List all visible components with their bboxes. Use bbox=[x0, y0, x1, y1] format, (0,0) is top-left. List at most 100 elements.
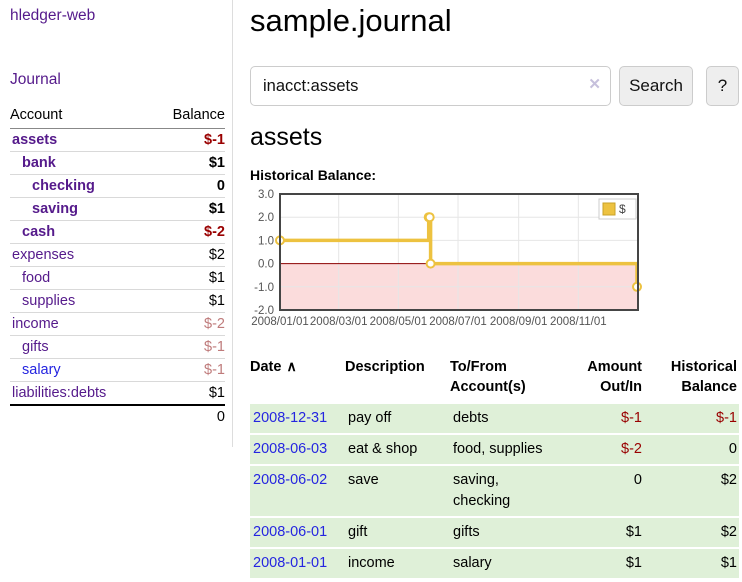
transaction-amount: $1 bbox=[561, 547, 644, 580]
transaction-description: gift bbox=[345, 516, 450, 549]
register-column-header: To/From Account(s) bbox=[450, 359, 526, 396]
transaction-balance: $1 bbox=[644, 547, 739, 580]
account-link-checking[interactable]: checking bbox=[32, 178, 95, 194]
page-title: sample.journal bbox=[250, 3, 452, 38]
transaction-accounts: food, supplies bbox=[450, 433, 561, 466]
account-row: salary $-1 bbox=[10, 358, 225, 382]
transaction-balance: $-1 bbox=[644, 403, 739, 435]
legend-swatch bbox=[602, 202, 616, 216]
account-balance: $-2 bbox=[149, 220, 225, 244]
account-balance: $1 bbox=[149, 197, 225, 221]
register-header-row: Date ∧ Description To/From Account(s) Amount… bbox=[250, 355, 739, 404]
account-row: saving $1 bbox=[10, 197, 225, 221]
transaction-accounts: gifts bbox=[450, 516, 561, 549]
account-balance: $-1 bbox=[149, 335, 225, 359]
sidebar-item-journal[interactable]: Journal bbox=[10, 71, 61, 88]
account-row: checking 0 bbox=[10, 174, 225, 198]
account-row: liabilities:debts $1 bbox=[10, 381, 225, 405]
account-link-expenses[interactable]: expenses bbox=[12, 247, 75, 263]
transaction-date-link[interactable]: 2008-12-31 bbox=[253, 409, 328, 426]
register-column-header: Amount Out/In bbox=[587, 359, 642, 396]
account-balance: $-1 bbox=[204, 132, 225, 148]
account-link-saving[interactable]: saving bbox=[32, 201, 78, 217]
register-row: 2008-12-31 pay off debts $-1 $-1 bbox=[250, 403, 739, 435]
data-point-marker bbox=[424, 212, 435, 223]
app-brand-link[interactable]: hledger-web bbox=[10, 7, 96, 24]
chart-heading: Historical Balance: bbox=[250, 167, 377, 183]
account-link-income[interactable]: income bbox=[12, 316, 59, 332]
x-tick-label: 2008/09/01 bbox=[490, 316, 548, 328]
account-column-header: Account bbox=[10, 103, 150, 129]
total-balance: 0 bbox=[149, 404, 225, 428]
help-button[interactable]: ? bbox=[706, 66, 739, 106]
transaction-date-link[interactable]: 2008-06-01 bbox=[253, 523, 328, 540]
account-link-salary[interactable]: salary bbox=[22, 362, 61, 378]
transaction-description: eat & shop bbox=[345, 433, 450, 466]
account-balance: $-2 bbox=[149, 312, 225, 336]
transaction-date-link[interactable]: 2008-06-02 bbox=[253, 471, 328, 488]
account-balance: $1 bbox=[149, 289, 225, 313]
search-input[interactable] bbox=[250, 66, 611, 106]
total-row: 0 bbox=[10, 404, 225, 428]
register-row: 2008-06-03 eat & shop food, supplies $-2 0 bbox=[250, 433, 739, 466]
plot-border bbox=[279, 193, 639, 311]
search-button[interactable]: Search bbox=[619, 66, 693, 106]
x-tick-label: 2008/05/01 bbox=[370, 316, 428, 328]
y-tick-label: 1.0 bbox=[258, 235, 274, 247]
account-balance: $2 bbox=[149, 243, 225, 267]
transaction-amount: $-2 bbox=[561, 433, 644, 466]
account-row: assets $-1 bbox=[10, 129, 225, 152]
register-row: 2008-06-01 gift gifts $1 $2 bbox=[250, 516, 739, 549]
account-row: supplies $1 bbox=[10, 289, 225, 313]
transaction-date-link[interactable]: 2008-01-01 bbox=[253, 554, 328, 571]
register-body: 2008-12-31 pay off debts $-1 $-1 2008-06-03 ea… bbox=[250, 403, 739, 580]
transaction-balance: $2 bbox=[644, 516, 739, 549]
account-balance-table: Account Balance assets $-1 bank $1 checking 0… bbox=[10, 103, 225, 428]
account-balance: $1 bbox=[149, 266, 225, 290]
register-column-header: Date ∧ bbox=[250, 358, 297, 375]
account-row: food $1 bbox=[10, 266, 225, 290]
sort-ascending-icon: ∧ bbox=[286, 358, 297, 374]
transaction-balance: 0 bbox=[644, 433, 739, 466]
transaction-description: income bbox=[345, 547, 450, 580]
account-balance: $1 bbox=[149, 151, 225, 175]
historical-balance-chart: $3.0 2.0 1.0 0.0 -1.0 -2.0 2008/01/01 2008/03/0… bbox=[250, 189, 740, 338]
account-link-food[interactable]: food bbox=[22, 270, 51, 286]
x-tick-label: 2008/07/01 bbox=[429, 316, 487, 328]
y-tick-label: -1.0 bbox=[254, 282, 274, 294]
account-link-assets[interactable]: assets bbox=[12, 132, 58, 148]
account-link-gifts[interactable]: gifts bbox=[22, 339, 49, 355]
account-row: income $-2 bbox=[10, 312, 225, 336]
search-row: ✕ Search ? bbox=[250, 66, 739, 106]
search-box: ✕ bbox=[250, 66, 611, 106]
account-tree-body: assets $-1 bank $1 checking 0 saving $1 cash $-2 e… bbox=[10, 129, 225, 428]
transaction-accounts: debts bbox=[450, 403, 561, 435]
register-row: 2008-06-02 save saving, checking 0 $2 bbox=[250, 464, 739, 518]
transaction-accounts: salary bbox=[450, 547, 561, 580]
transaction-date-link[interactable]: 2008-06-03 bbox=[253, 440, 328, 457]
x-tick-label: 2008/11/01 bbox=[550, 316, 607, 328]
account-row: gifts $-1 bbox=[10, 335, 225, 359]
clear-search-icon[interactable]: ✕ bbox=[588, 76, 601, 93]
transaction-description: save bbox=[345, 464, 450, 518]
account-row: expenses $2 bbox=[10, 243, 225, 267]
transaction-balance: $2 bbox=[644, 464, 739, 518]
account-page-title: assets bbox=[250, 123, 323, 151]
x-tick-label: 2008/01/01 bbox=[251, 316, 309, 328]
account-balance: $1 bbox=[149, 381, 225, 405]
account-balance: $-1 bbox=[149, 358, 225, 382]
transaction-description: pay off bbox=[345, 403, 450, 435]
y-tick-label: 0.0 bbox=[258, 259, 274, 271]
account-row: cash $-2 bbox=[10, 220, 225, 244]
account-link-cash[interactable]: cash bbox=[22, 224, 56, 240]
y-tick-label: 3.0 bbox=[258, 189, 274, 201]
account-link-liabilities-debts[interactable]: liabilities:debts bbox=[12, 385, 107, 401]
register-table: Date ∧ Description To/From Account(s) Amount… bbox=[250, 355, 739, 580]
account-balance: 0 bbox=[149, 174, 225, 198]
main-content: sample.journal ✕ Search ? assets Histori… bbox=[250, 0, 739, 580]
account-link-bank[interactable]: bank bbox=[22, 155, 56, 171]
account-link-supplies[interactable]: supplies bbox=[22, 293, 76, 309]
transaction-amount: 0 bbox=[561, 464, 644, 518]
y-tick-label: -2.0 bbox=[254, 305, 274, 317]
